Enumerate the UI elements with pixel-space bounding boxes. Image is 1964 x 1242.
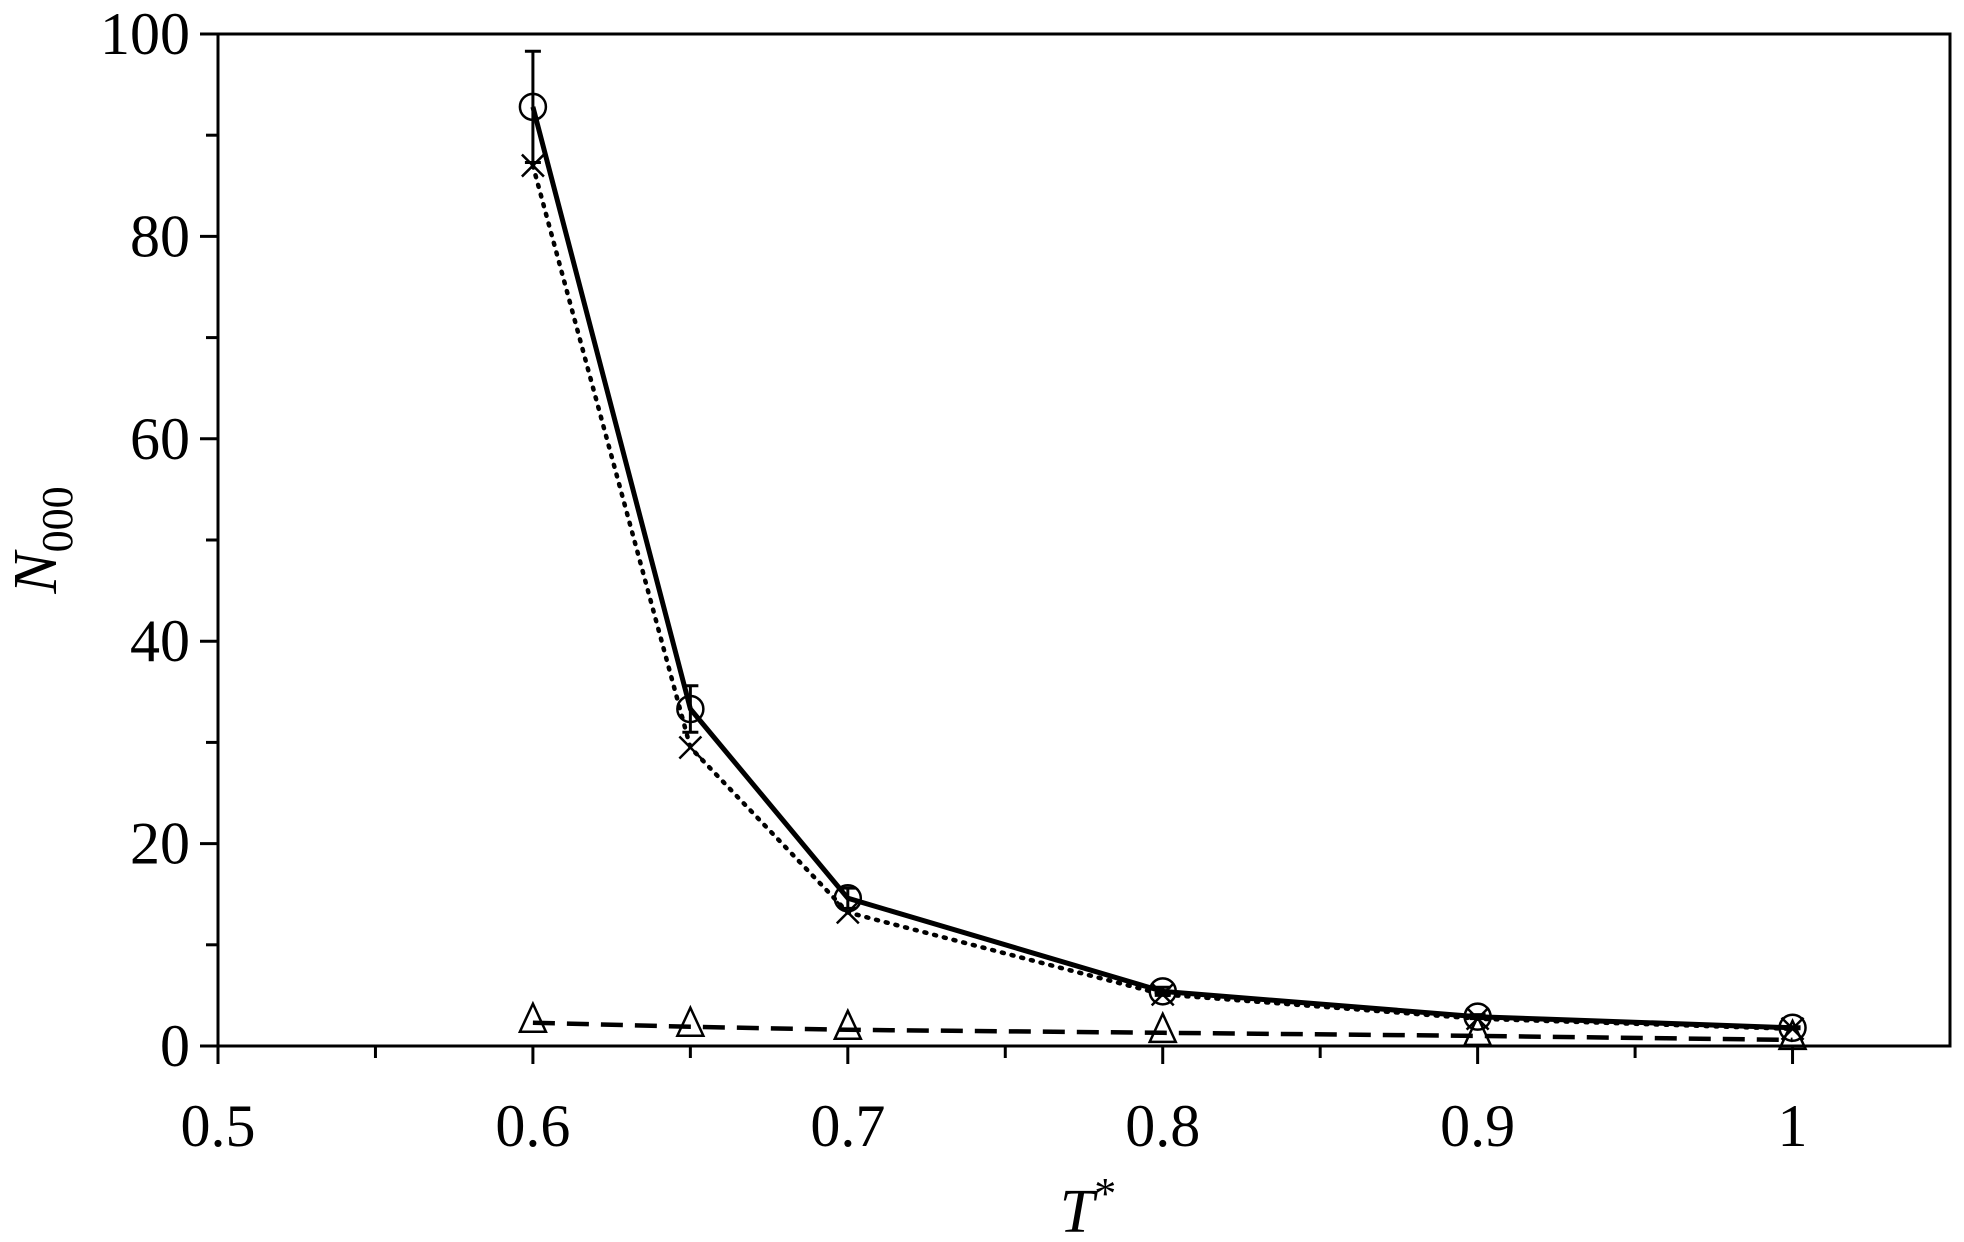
y-tick-label: 100 <box>100 1 190 67</box>
y-axis-label: N000 <box>2 486 82 594</box>
y-tick-label: 0 <box>160 1013 190 1079</box>
y-tick-label: 80 <box>130 203 190 269</box>
data-point-circle <box>518 92 548 122</box>
y-tick-label: 20 <box>130 811 190 877</box>
series-circle <box>518 49 1807 1043</box>
data-point-triangle <box>1777 1017 1808 1051</box>
data-point-cross <box>521 153 545 178</box>
data-point-triangle <box>832 1007 863 1041</box>
data-point-cross <box>678 735 703 760</box>
x-axis-ticks: 0.5 0.6 0.7 0.8 0.9 1 <box>181 1046 1808 1159</box>
x-tick-label: 1 <box>1778 1093 1808 1159</box>
data-point-cross <box>1150 982 1175 1007</box>
data-point-triangle <box>517 1000 548 1033</box>
error-bar <box>524 49 541 165</box>
data-point-triangle <box>675 1004 706 1038</box>
series-cross <box>521 153 1805 1041</box>
series-line-dashed <box>532 1020 1793 1043</box>
series-triangle <box>517 1000 1808 1051</box>
x-tick-label: 0.7 <box>810 1093 885 1159</box>
error-bar <box>682 684 699 734</box>
plot-frame <box>216 32 1952 1048</box>
data-point-circle <box>676 694 705 724</box>
x-tick-label: 0.6 <box>495 1093 570 1159</box>
x-tick-label: 0.5 <box>181 1093 256 1159</box>
y-tick-label: 60 <box>130 406 190 472</box>
series-line-dotted <box>530 163 1795 1032</box>
y-tick-label: 40 <box>130 608 190 674</box>
x-axis-label: T* <box>1060 1169 1116 1242</box>
series-line-solid <box>530 106 1793 1031</box>
data-point-triangle <box>1462 1013 1493 1047</box>
series-layer <box>517 49 1808 1051</box>
x-tick-label: 0.8 <box>1125 1093 1200 1159</box>
x-tick-label: 0.9 <box>1440 1093 1515 1159</box>
data-point-triangle <box>1147 1010 1178 1044</box>
data-point-cross <box>835 900 860 925</box>
y-axis-ticks: 0 20 40 60 80 100 <box>100 1 218 1079</box>
